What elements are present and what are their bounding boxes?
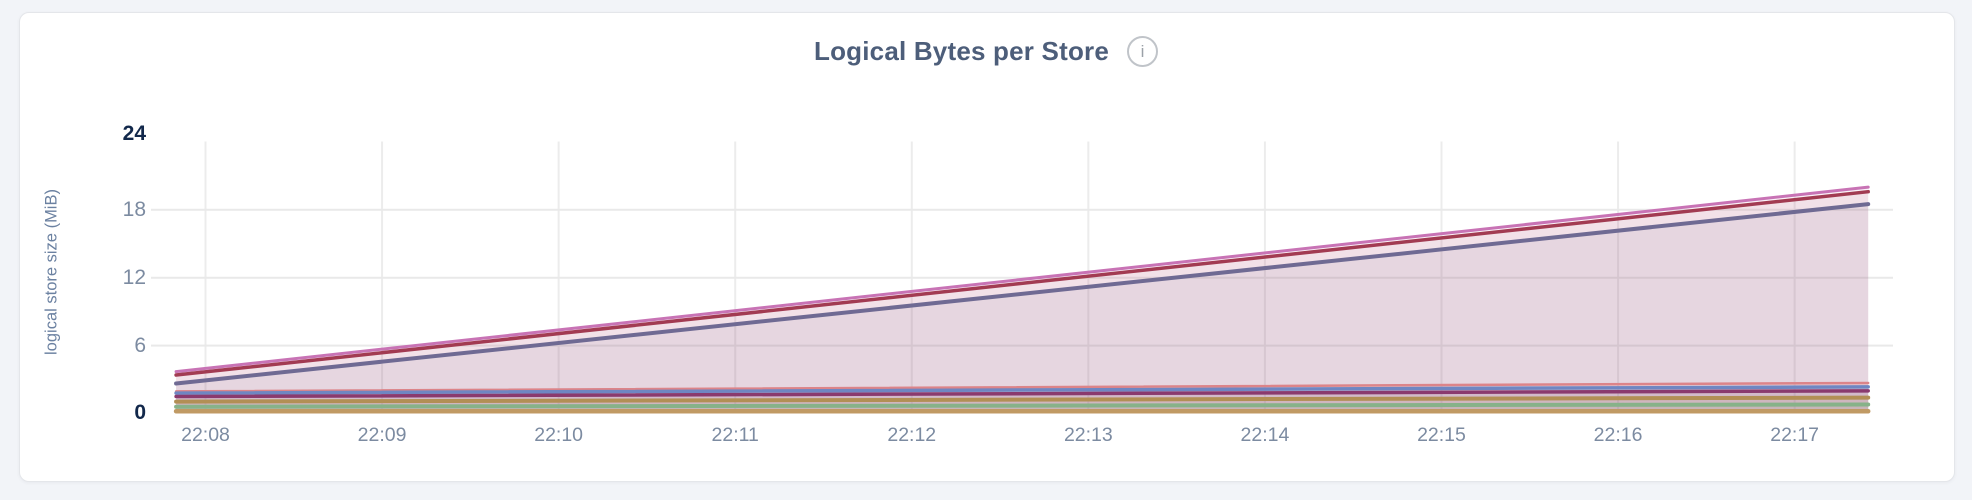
y-tick-label: 24 <box>122 121 146 145</box>
x-tick-label: 22:08 <box>181 424 230 446</box>
x-tick-label: 22:10 <box>534 424 584 446</box>
x-tick-label: 22:15 <box>1417 424 1466 446</box>
series-slate-purple-line[interactable] <box>174 202 1871 386</box>
y-tick-label: 6 <box>134 333 146 357</box>
x-tick-label: 22:14 <box>1240 424 1290 446</box>
y-tick-label: 18 <box>122 197 146 221</box>
x-tick-label: 22:09 <box>357 424 407 446</box>
y-tick-label: 12 <box>122 265 146 289</box>
series-steel-blue-line[interactable] <box>174 385 1870 395</box>
info-icon[interactable]: i <box>1127 36 1159 67</box>
series-green-line[interactable] <box>174 402 1871 409</box>
series-salmon-line[interactable] <box>174 381 1870 393</box>
series-dark-magenta-line[interactable] <box>174 389 1870 399</box>
series-orchid-line[interactable] <box>174 185 1870 374</box>
x-tick-label: 22:17 <box>1770 424 1820 446</box>
chart-header: Logical Bytes per Store i <box>0 36 1972 67</box>
series-gold-line[interactable] <box>174 395 1871 404</box>
x-tick-label: 22:12 <box>887 424 937 446</box>
x-tick-label: 22:11 <box>711 424 759 446</box>
x-tick-label: 22:16 <box>1593 424 1643 446</box>
series-maroon-line[interactable] <box>174 189 1870 377</box>
x-tick-label: 22:13 <box>1063 424 1113 446</box>
chart-title: Logical Bytes per Store <box>813 36 1110 66</box>
y-axis-title: logical store size (MiB) <box>42 189 61 355</box>
y-tick-label: 0 <box>134 400 146 424</box>
